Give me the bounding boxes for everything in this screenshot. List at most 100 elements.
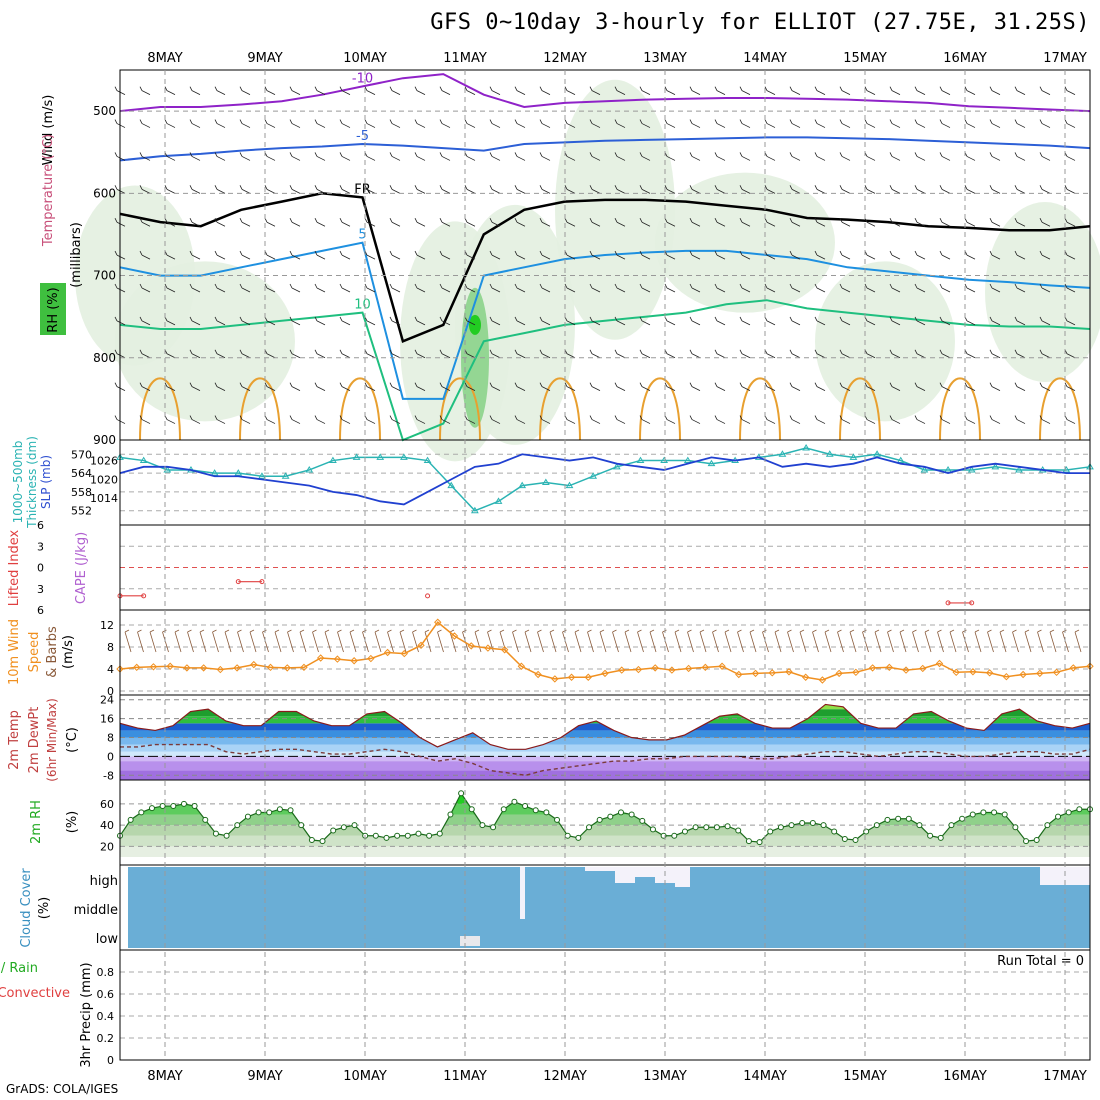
temp-band xyxy=(120,723,1090,731)
wind-barb xyxy=(989,86,1001,96)
rh-marker xyxy=(426,832,433,839)
wind-barb xyxy=(1014,250,1026,260)
cloud-gap xyxy=(585,867,615,871)
thickness-marker xyxy=(139,456,148,464)
wind-barb xyxy=(1064,283,1076,293)
wind-barb xyxy=(814,415,826,424)
wind-barb xyxy=(339,382,351,392)
wind-barb xyxy=(489,185,501,194)
wind-barb xyxy=(339,349,351,359)
rh-marker xyxy=(1033,837,1040,844)
wind-speed-marker xyxy=(701,663,710,672)
rh-shading xyxy=(115,261,295,422)
rh-marker xyxy=(788,822,795,829)
wind-barb xyxy=(639,218,651,227)
isotherm-label: -10 xyxy=(352,71,373,86)
wind-barb xyxy=(589,415,601,424)
wind-barb xyxy=(439,119,451,128)
thickness-marker xyxy=(683,456,692,464)
rh-marker xyxy=(330,827,337,834)
wind-barb-10m xyxy=(699,629,707,653)
wind-barb xyxy=(114,250,126,260)
isotherm-line xyxy=(119,299,1091,442)
rh-marker xyxy=(692,824,699,831)
rh-marker xyxy=(468,806,475,813)
wind-barb xyxy=(839,152,851,161)
warm-contour xyxy=(939,377,981,441)
wind-barb xyxy=(389,250,401,260)
wind-barb xyxy=(489,415,501,424)
wind-speed-marker xyxy=(902,666,910,674)
rh-marker xyxy=(1055,813,1062,820)
axis-label-speed: Speed xyxy=(27,632,42,673)
wind-barb xyxy=(589,86,601,96)
rh-shading xyxy=(555,79,675,340)
wind-barb xyxy=(914,283,926,293)
axis-label-slp: SLP (mb) xyxy=(39,455,53,509)
wind-barb xyxy=(939,152,951,161)
wind-barb xyxy=(364,119,376,128)
date-label-bottom: 8MAY xyxy=(147,1069,182,1084)
wind-barb xyxy=(439,382,451,392)
wind-speed-marker xyxy=(852,668,860,677)
wind-barb xyxy=(1014,185,1026,194)
lifted-index-point xyxy=(945,600,951,606)
wind-barb-10m xyxy=(412,629,419,653)
rh-marker xyxy=(415,830,422,837)
wind-barb-10m xyxy=(124,629,132,653)
isotherm-line xyxy=(119,241,1091,400)
wind-speed-marker xyxy=(835,669,843,678)
wind-barb xyxy=(939,415,951,424)
wind-barb xyxy=(314,250,326,260)
wind-barb xyxy=(364,152,376,161)
wind-barb xyxy=(464,152,476,161)
y-tick-label-thickness: 552 xyxy=(71,505,92,518)
wind-barb xyxy=(589,382,601,392)
rh-marker xyxy=(500,806,507,813)
date-label-top: 16MAY xyxy=(943,51,987,66)
wind-barb xyxy=(414,86,426,96)
wind-barb-10m xyxy=(737,629,744,653)
wind-barb xyxy=(839,316,851,326)
wind-speed-marker xyxy=(350,657,358,665)
date-label-top: 14MAY xyxy=(743,51,787,66)
warm-contour xyxy=(439,377,481,441)
thickness-marker xyxy=(1015,465,1023,473)
wind-barb xyxy=(989,316,1001,326)
wind-barb xyxy=(114,283,126,293)
rh-marker xyxy=(223,832,230,839)
wind-barb xyxy=(514,283,526,293)
wind-barb-10m xyxy=(837,629,844,653)
wind-barb xyxy=(239,283,251,293)
wind-barb xyxy=(764,185,776,194)
wind-barb xyxy=(139,185,151,194)
wind-barb xyxy=(664,316,676,326)
y-tick-label: 0 xyxy=(107,750,114,763)
axis-unit-label: (%) xyxy=(65,811,80,834)
wind-barb xyxy=(389,119,401,128)
wind-barb xyxy=(739,218,751,227)
axis-label-thickness: 1000~500mb xyxy=(11,441,25,524)
thickness-marker xyxy=(258,472,266,479)
wind-barb-10m xyxy=(887,629,894,653)
temp-band xyxy=(120,770,1090,780)
wind-barb xyxy=(964,250,976,260)
wind-barb xyxy=(1064,382,1076,392)
wind-barb xyxy=(1064,415,1076,424)
wind-barb xyxy=(714,250,726,260)
wind-barb xyxy=(514,349,526,359)
wind-barb xyxy=(689,119,701,128)
wind-barb xyxy=(139,218,151,227)
wind-barb xyxy=(264,250,276,260)
rh-marker xyxy=(969,811,976,818)
wind-barb xyxy=(189,86,201,96)
wind-barb-10m xyxy=(949,629,957,653)
thickness-marker xyxy=(470,506,479,514)
wind-barb xyxy=(1014,316,1026,326)
wind-barb xyxy=(1064,185,1076,194)
wind-barb xyxy=(139,349,151,359)
wind-barb xyxy=(389,283,401,293)
wind-barb xyxy=(489,152,501,161)
wind-barb xyxy=(164,86,176,96)
wind-barb xyxy=(614,250,626,260)
